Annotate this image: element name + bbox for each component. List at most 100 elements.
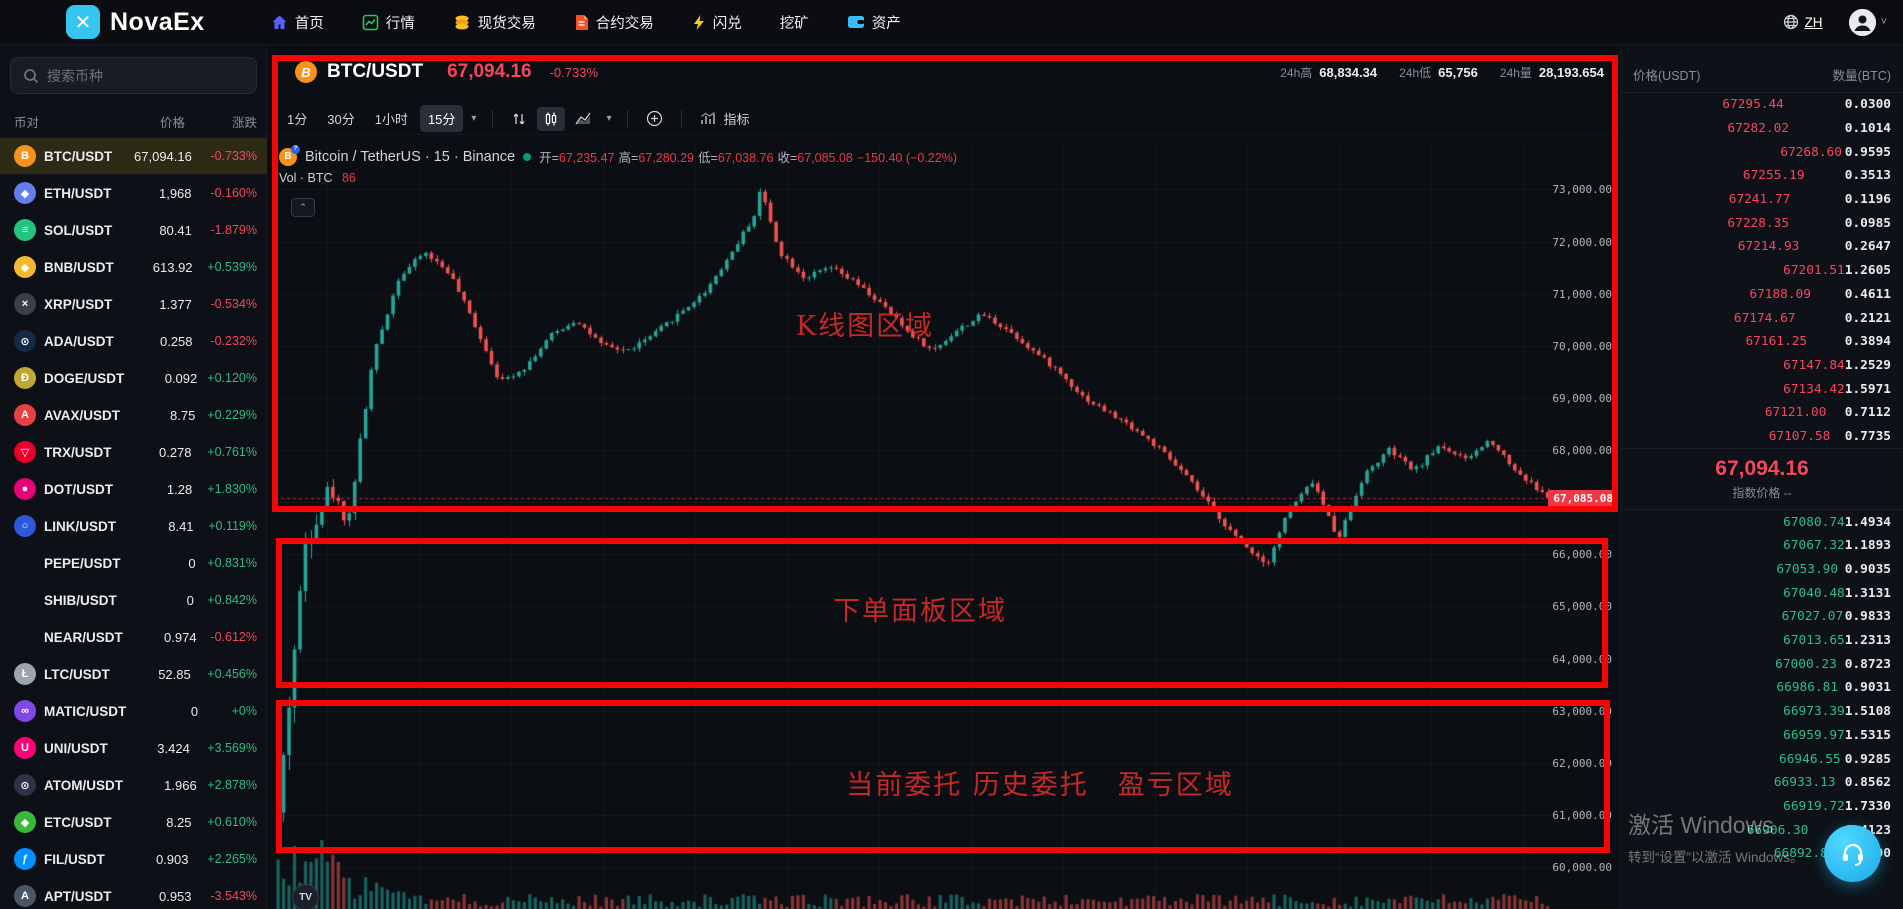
search-input[interactable] <box>47 67 227 84</box>
bid-row[interactable]: 67053.90 0.9035 <box>1621 558 1903 582</box>
tradingview-logo[interactable]: TV <box>292 884 319 909</box>
y-axis-tick: 66,000.00 <box>1552 548 1612 562</box>
ask-row[interactable]: 67255.19 0.3513 <box>1621 164 1903 188</box>
ask-row[interactable]: 67107.58 0.7735 <box>1621 425 1903 449</box>
ask-row[interactable]: 67201.51 1.2605 <box>1621 259 1903 283</box>
ask-row[interactable]: 67161.25 0.3894 <box>1621 330 1903 354</box>
change-percent: -0.733% <box>549 64 599 80</box>
nav-item-spot[interactable]: 现货交易 <box>453 12 536 33</box>
toolbar-divider <box>627 109 629 128</box>
bid-row[interactable]: 66933.13 0.8562 <box>1621 771 1903 795</box>
ask-row[interactable]: 67188.09 0.4611 <box>1621 283 1903 307</box>
pair-row-dot[interactable]: ● DOT/USDT 1.28 +1.830% <box>0 470 267 507</box>
timeframe-dropdown[interactable]: ▾ <box>471 113 477 124</box>
last-price-axis-tag: 67,085.08 <box>1548 489 1618 507</box>
bid-row[interactable]: 66919.72 1.7330 <box>1621 795 1903 819</box>
pair-row-btc[interactable]: B BTC/USDT 67,094.16 -0.733% <box>0 137 267 174</box>
language-switcher[interactable]: ZH <box>1783 14 1823 30</box>
pair-row-atom[interactable]: ⊙ ATOM/USDT 1.966 +2.878% <box>0 766 267 803</box>
ob-price: 67053.90 <box>1776 562 1839 578</box>
area-style-button[interactable] <box>569 107 598 130</box>
ask-row[interactable]: 67147.84 1.2529 <box>1621 354 1903 378</box>
style-dropdown[interactable]: ▾ <box>606 113 612 124</box>
pair-row-pepe[interactable]: PEPE/USDT 0 +0.831% <box>0 544 267 581</box>
pair-row-link[interactable]: ○ LINK/USDT 8.41 +0.119% <box>0 507 267 544</box>
ob-amount: 1.2605 <box>1844 263 1891 279</box>
bid-row[interactable]: 66946.55 0.9285 <box>1621 747 1903 771</box>
logo-icon: ✕ <box>66 5 100 39</box>
ask-row[interactable]: 67134.42 1.5971 <box>1621 377 1903 401</box>
pair-price: 52.85 <box>158 666 191 682</box>
coin-icon <box>14 589 36 611</box>
pair-row-matic[interactable]: ∞ MATIC/USDT 0 +0% <box>0 692 267 729</box>
coin-icon: ○ <box>14 515 36 537</box>
pair-row-ada[interactable]: ⊙ ADA/USDT 0.258 -0.232% <box>0 322 267 359</box>
add-alert-button[interactable] <box>640 106 669 131</box>
pair-price: 0.278 <box>158 444 192 460</box>
coin-icon: ● <box>14 478 36 500</box>
pair-row-near[interactable]: NEAR/USDT 0.974 -0.612% <box>0 618 267 655</box>
ask-row[interactable]: 67228.35 0.0985 <box>1621 211 1903 235</box>
nav-item-label: 合约交易 <box>595 15 654 32</box>
timeframe-1分[interactable]: 1分 <box>287 112 308 127</box>
nav-item-swap[interactable]: 闪兑 <box>692 12 742 33</box>
nav-item-markets[interactable]: 行情 <box>362 12 415 33</box>
daily-stats: 24h高 68,834.34 24h低 65,756 24h量 28,193.654 <box>1280 64 1606 81</box>
ask-row[interactable]: 67214.93 0.2647 <box>1621 235 1903 259</box>
pair-change: +2.878% <box>207 778 257 792</box>
ask-row[interactable]: 67282.02 0.1014 <box>1621 117 1903 141</box>
y-axis-tick: 61,000.00 <box>1552 808 1612 822</box>
nav-item-mining[interactable]: 挖矿 <box>780 12 809 33</box>
pair-row-bnb[interactable]: ◆ BNB/USDT 613.92 +0.539% <box>0 248 267 285</box>
coin-icon: Đ <box>14 367 36 389</box>
nav-item-assets[interactable]: 资产 <box>847 12 901 33</box>
brand-logo[interactable]: ✕ NovaEx <box>66 5 205 39</box>
ob-amount: 0.9833 <box>1844 609 1891 625</box>
coin-icon: A <box>14 885 36 907</box>
pair-row-xrp[interactable]: × XRP/USDT 1.377 -0.534% <box>0 285 267 322</box>
pair-row-fil[interactable]: ƒ FIL/USDT 0.903 +2.265% <box>0 840 267 877</box>
ask-row[interactable]: 67174.67 0.2121 <box>1621 306 1903 330</box>
bid-row[interactable]: 67013.65 1.2313 <box>1621 629 1903 653</box>
nav-item-home[interactable]: 首页 <box>271 12 324 33</box>
pair-row-eth[interactable]: ◆ ETH/USDT 1,968 -0.160% <box>0 174 267 211</box>
pair-row-shib[interactable]: SHIB/USDT 0 +0.842% <box>0 581 267 618</box>
pair-row-apt[interactable]: A APT/USDT 0.953 -3.543% <box>0 877 267 909</box>
timeframe-15分[interactable]: 15分 <box>419 105 464 132</box>
compare-tool-button[interactable] <box>505 107 533 131</box>
ask-row[interactable]: 67268.60 0.9595 <box>1621 140 1903 164</box>
bid-row[interactable]: 66959.97 1.5315 <box>1621 724 1903 748</box>
pair-row-sol[interactable]: ≡ SOL/USDT 80.41 -1.879% <box>0 211 267 248</box>
ask-row[interactable]: 67121.00 0.7112 <box>1621 401 1903 425</box>
ob-price: 67255.19 <box>1742 168 1805 184</box>
indicators-button[interactable]: 指标 <box>694 105 755 132</box>
top-navbar: ✕ NovaEx 首页 行情 现货交易 合约交易 闪兑 挖矿 资产 ZH ˅ <box>0 0 1903 45</box>
account-menu[interactable]: ˅ <box>1848 8 1887 36</box>
candlestick-chart-canvas[interactable] <box>267 45 1620 909</box>
pair-row-uni[interactable]: U UNI/USDT 3.424 +3.569% <box>0 729 267 766</box>
search-box[interactable] <box>10 57 257 94</box>
pair-change: -0.232% <box>210 334 257 348</box>
ask-row[interactable]: 67241.77 0.1196 <box>1621 188 1903 212</box>
timeframe-30分[interactable]: 30分 <box>327 112 355 127</box>
bid-row[interactable]: 67040.48 1.3131 <box>1621 581 1903 605</box>
customer-support-button[interactable] <box>1824 825 1881 882</box>
bid-row[interactable]: 66973.39 1.5108 <box>1621 700 1903 724</box>
ask-row[interactable]: 67295.44 0.0300 <box>1621 93 1903 117</box>
ob-price: 67214.93 <box>1737 239 1800 255</box>
pair-row-ltc[interactable]: Ł LTC/USDT 52.85 +0.456% <box>0 655 267 692</box>
timeframe-1小时[interactable]: 1小时 <box>374 112 408 127</box>
ob-price: 67295.44 <box>1722 97 1784 113</box>
bid-row[interactable]: 67027.07 0.9833 <box>1621 605 1903 629</box>
pair-row-trx[interactable]: ▽ TRX/USDT 0.278 +0.761% <box>0 433 267 470</box>
bid-row[interactable]: 67067.32 1.1893 <box>1621 534 1903 558</box>
candles-style-button[interactable] <box>537 106 566 131</box>
pair-row-doge[interactable]: Đ DOGE/USDT 0.092 +0.120% <box>0 359 267 396</box>
bid-row[interactable]: 67080.74 1.4934 <box>1621 510 1903 534</box>
pair-row-etc[interactable]: ◆ ETC/USDT 8.25 +0.610% <box>0 803 267 840</box>
bid-row[interactable]: 67000.23 0.8723 <box>1621 652 1903 676</box>
pair-row-avax[interactable]: A AVAX/USDT 8.75 +0.229% <box>0 396 267 433</box>
pane-collapse-button[interactable]: ⌃ <box>291 198 315 217</box>
nav-item-futures[interactable]: 合约交易 <box>574 12 654 33</box>
bid-row[interactable]: 66986.81 0.9031 <box>1621 676 1903 700</box>
